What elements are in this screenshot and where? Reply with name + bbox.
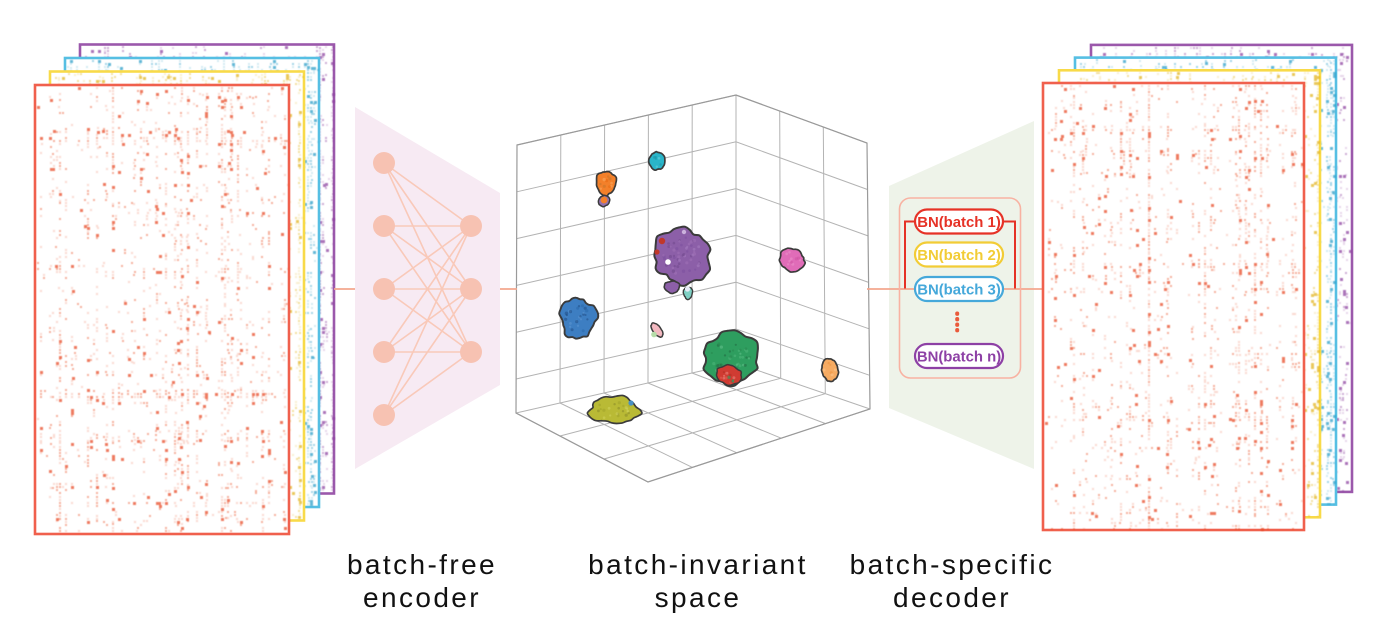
svg-text:BN(batch n): BN(batch n)	[917, 350, 1001, 366]
svg-text:BN(batch 1): BN(batch 1)	[917, 215, 1001, 231]
svg-text:BN(batch 2): BN(batch 2)	[917, 248, 1001, 264]
svg-text:BN(batch 3): BN(batch 3)	[917, 283, 1001, 299]
